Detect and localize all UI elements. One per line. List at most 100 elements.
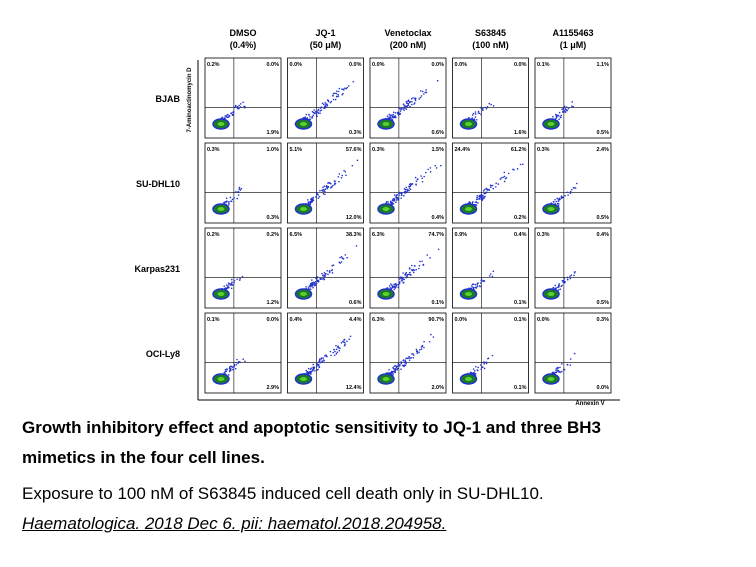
quadrant-label: 0.3%	[266, 215, 279, 221]
event-dot	[346, 256, 348, 259]
event-dot	[392, 111, 395, 114]
event-dot	[573, 272, 576, 274]
event-dot	[480, 198, 483, 201]
quadrant-label: 0.0%	[537, 317, 550, 323]
event-dot	[323, 107, 325, 109]
event-dot	[318, 365, 320, 367]
event-dot	[233, 279, 236, 282]
event-dot	[314, 369, 316, 372]
event-dot	[227, 285, 229, 288]
event-dot	[559, 288, 562, 290]
column-concentration: (1 μM)	[560, 40, 587, 50]
event-dot	[564, 194, 566, 197]
event-dot	[472, 112, 475, 115]
row-label: OCI-Ly8	[146, 349, 180, 359]
event-dot	[563, 368, 566, 371]
event-dot	[559, 116, 562, 118]
event-dot	[471, 117, 473, 119]
event-dot	[332, 264, 335, 266]
quadrant-label: 0.4%	[596, 232, 609, 238]
event-dot	[398, 281, 400, 284]
quadrant-label: 0.6%	[431, 130, 444, 136]
event-dot	[229, 196, 232, 199]
event-dot	[557, 286, 560, 288]
event-dot	[344, 254, 347, 256]
event-dot	[317, 112, 320, 115]
event-dot	[335, 352, 338, 355]
event-dot	[479, 106, 482, 109]
event-dot	[419, 260, 421, 263]
event-dot	[230, 283, 233, 285]
event-dot	[394, 112, 397, 114]
event-dot	[424, 91, 427, 94]
event-dot	[233, 365, 236, 367]
event-dot	[569, 275, 571, 277]
row-label: BJAB	[155, 94, 180, 104]
event-dot	[392, 113, 394, 116]
event-dot	[487, 357, 490, 360]
event-dot	[571, 188, 573, 191]
population-core	[300, 377, 307, 381]
event-dot	[395, 199, 398, 201]
event-dot	[388, 113, 390, 116]
event-dot	[469, 371, 472, 374]
event-dot	[320, 357, 323, 359]
event-dot	[334, 92, 336, 95]
event-dot	[470, 285, 473, 287]
event-dot	[335, 344, 337, 347]
event-dot	[403, 194, 405, 197]
event-dot	[564, 108, 567, 110]
event-dot	[484, 361, 486, 364]
event-dot	[229, 282, 231, 285]
quadrant-label: 0.0%	[431, 62, 444, 68]
event-dot	[483, 197, 485, 200]
event-dot	[397, 199, 399, 201]
event-dot	[346, 340, 348, 343]
event-dot	[334, 182, 336, 184]
event-dot	[310, 372, 312, 374]
event-dot	[308, 285, 310, 288]
event-dot	[406, 274, 409, 276]
event-dot	[331, 184, 334, 187]
event-dot	[322, 192, 325, 195]
event-dot	[477, 366, 479, 369]
event-dot	[430, 333, 432, 336]
population-core	[465, 122, 472, 126]
event-dot	[405, 108, 408, 110]
event-dot	[305, 369, 308, 372]
event-dot	[313, 109, 315, 111]
event-dot	[348, 338, 350, 340]
event-dot	[552, 286, 555, 289]
quadrant-label: 12.0%	[346, 215, 362, 221]
population-core	[300, 207, 307, 211]
event-dot	[421, 177, 423, 180]
event-dot	[479, 282, 482, 284]
event-dot	[419, 96, 422, 99]
event-dot	[309, 368, 312, 370]
event-dot	[397, 286, 400, 289]
row-label: Karpas231	[134, 264, 180, 274]
event-dot	[415, 348, 418, 351]
event-dot	[314, 284, 317, 286]
event-dot	[412, 356, 415, 359]
event-dot	[478, 194, 481, 197]
event-dot	[239, 277, 241, 280]
event-dot	[227, 374, 230, 376]
event-dot	[409, 188, 412, 191]
event-dot	[412, 353, 414, 355]
event-dot	[393, 288, 396, 291]
event-dot	[420, 90, 422, 92]
event-dot	[232, 111, 234, 114]
event-dot	[226, 116, 229, 119]
event-dot	[328, 181, 331, 184]
event-dot	[405, 186, 408, 189]
event-dot	[400, 368, 402, 370]
event-dot	[558, 197, 561, 200]
event-dot	[570, 274, 573, 276]
quadrant-label: 0.3%	[372, 147, 385, 153]
event-dot	[312, 363, 315, 366]
population-core	[217, 122, 225, 126]
event-dot	[307, 287, 310, 289]
event-dot	[471, 283, 474, 286]
event-dot	[318, 366, 321, 368]
